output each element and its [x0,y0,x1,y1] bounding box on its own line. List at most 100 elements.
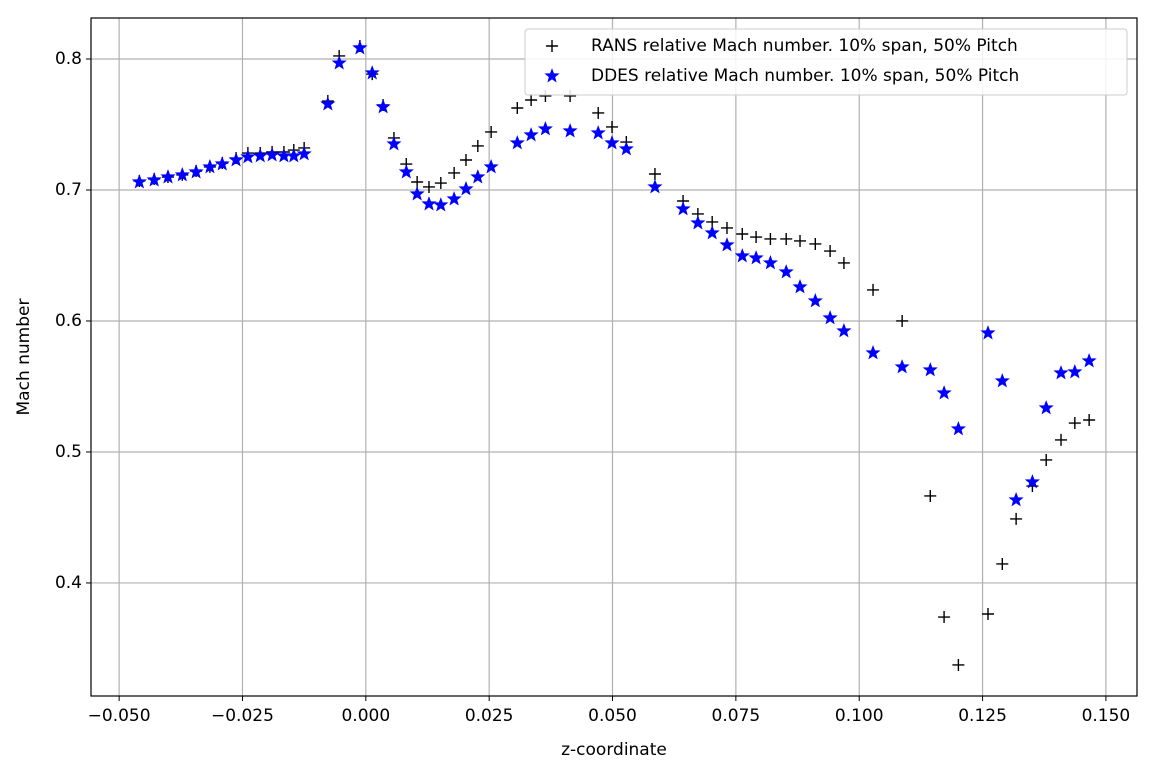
x-tick-label: 0.075 [712,706,761,726]
star-marker [1038,400,1054,415]
plus-marker [485,125,498,138]
star-marker [1067,363,1083,379]
star-marker [562,123,578,138]
plus-marker [896,314,909,327]
plus-marker [952,658,965,671]
plus-marker [736,228,749,241]
plot-frame [90,17,1138,697]
plus-marker [924,489,937,502]
plus-marker [1068,417,1081,430]
x-tick-label: −0.025 [211,706,274,726]
star-marker [264,147,280,162]
star-marker [719,237,735,252]
plus-marker [592,106,605,119]
star-marker [523,127,539,142]
star-marker [470,169,486,184]
plus-marker [824,245,837,258]
y-tick-label: 0.4 [55,573,82,593]
plus-marker [837,256,850,269]
plus-marker [471,139,484,152]
star-marker [618,141,634,156]
plus-marker [511,101,524,114]
star-marker [146,172,162,187]
star-marker [252,147,268,163]
star-marker [174,166,190,182]
plus-marker [794,234,807,247]
star-marker [537,120,553,136]
star-marker [352,40,368,55]
star-marker [1024,474,1040,489]
star-marker [778,264,794,279]
star-marker [822,310,838,325]
star-marker [980,325,996,340]
star-marker [131,174,147,189]
star-marker [398,164,414,179]
legend-box [524,28,1128,96]
star-marker [240,149,256,164]
star-marker [375,98,391,114]
star-marker [704,225,720,240]
star-marker [836,322,852,338]
x-tick-label: 0.000 [341,706,390,726]
plus-marker [764,232,777,245]
star-marker [286,147,302,163]
y-tick-label: 0.6 [55,311,82,331]
plus-marker [525,93,538,106]
x-tick-label: 0.100 [835,706,884,726]
star-marker [994,373,1010,388]
plus-marker [750,231,763,244]
star-marker [433,197,449,212]
star-marker [458,180,474,196]
star-marker [647,179,663,194]
legend-label: RANS relative Mach number. 10% span, 50%… [591,36,1018,56]
star-marker [762,254,778,270]
star-marker [421,196,437,211]
plus-marker [459,153,472,166]
star-marker [364,65,380,80]
plus-marker [867,283,880,296]
x-axis-label: z-coordinate [561,740,667,760]
legend-marker [544,68,560,83]
x-tick-label: 0.150 [1082,706,1131,726]
plus-marker [422,180,435,193]
legend-marker [546,40,558,52]
star-marker [331,55,347,70]
star-marker [483,158,499,174]
plus-marker [720,221,733,234]
x-tick-label: 0.125 [958,706,1007,726]
star-marker [807,292,823,308]
star-marker [604,135,620,150]
star-marker [936,385,952,400]
plus-marker [606,120,619,133]
plus-marker [1083,414,1096,427]
plus-marker [1040,453,1053,466]
plus-marker [1055,433,1068,446]
x-tick-label: 0.025 [465,706,514,726]
legend-label: DDES relative Mach number. 10% span, 50%… [591,66,1019,86]
star-marker [748,250,764,265]
y-tick-label: 0.5 [55,442,82,462]
star-marker [160,169,176,184]
star-marker [202,158,218,174]
plus-marker [996,557,1009,570]
plus-marker [981,608,994,621]
star-marker [865,344,881,360]
plus-marker [434,177,447,190]
star-marker [922,362,938,377]
star-marker [1053,365,1069,380]
plus-marker [411,175,424,188]
x-tick-label: −0.050 [88,706,151,726]
star-marker [386,136,402,151]
star-marker [188,164,204,179]
star-marker [690,215,706,230]
plus-marker [938,611,951,624]
star-marker [296,146,312,161]
star-marker [734,248,750,263]
star-marker [228,152,244,167]
star-marker [1081,352,1097,368]
star-marker [792,278,808,294]
y-tick-label: 0.7 [55,180,82,200]
star-marker [409,186,425,201]
